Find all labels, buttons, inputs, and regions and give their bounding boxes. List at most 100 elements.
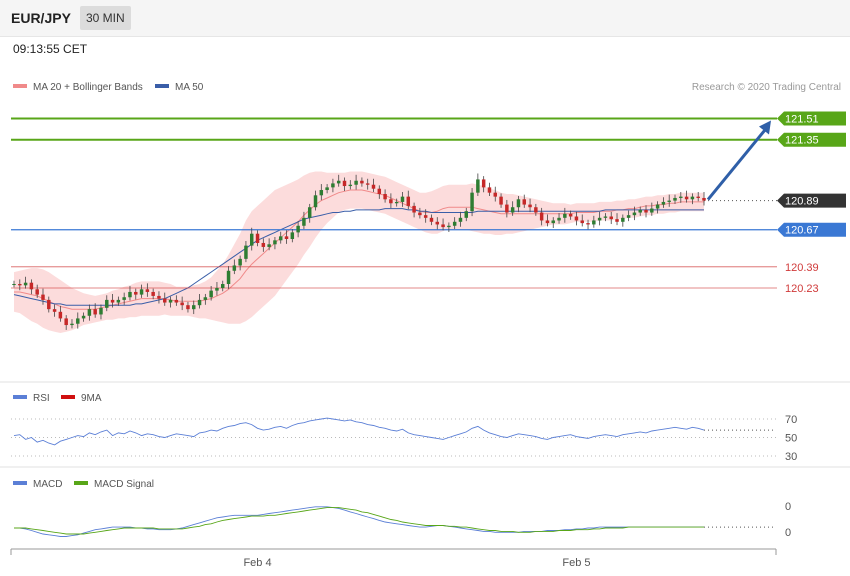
x-tick-label: Feb 4 (243, 557, 271, 569)
candle-body (365, 183, 370, 185)
candle-body (168, 299, 173, 303)
candle-body (684, 196, 689, 200)
candle-body (331, 183, 335, 188)
macd-signal-line (14, 507, 704, 535)
candle-body (215, 287, 219, 291)
candle-body (128, 291, 132, 298)
candle-body (470, 192, 474, 212)
candle-body (41, 294, 45, 300)
candle-body (580, 220, 584, 224)
candle-body (383, 193, 387, 200)
candle-body (139, 289, 144, 295)
candle-body (400, 196, 405, 202)
candle-body (23, 282, 28, 286)
resistance-tag (777, 132, 846, 147)
macd-tick-label: 0 (785, 501, 791, 513)
candle-body (534, 207, 538, 213)
candle-body (679, 196, 683, 198)
candle-body (348, 184, 353, 187)
rsi-legend-label: RSI (33, 393, 50, 404)
candle-body (163, 298, 167, 303)
candle-body (545, 220, 550, 224)
candle-body (638, 209, 642, 213)
candle-body (134, 291, 138, 295)
candle-body (441, 224, 445, 228)
price-levels: 121.51 121.35 120.89 120.67 120.39 120.23 (11, 111, 846, 295)
chart-header: EUR/JPY 30 MIN (0, 0, 850, 37)
candle-body (493, 192, 497, 197)
candle-body (505, 204, 509, 213)
macd-signal-legend-label: MACD Signal (94, 479, 154, 490)
macd-panel: 00 (14, 501, 791, 539)
candle-body (70, 323, 74, 326)
timeframe-button[interactable]: 30 MIN (80, 6, 131, 30)
candle-body (87, 309, 92, 316)
candle-body (667, 200, 671, 202)
timestamp: 09:13:55 CET (13, 42, 88, 56)
rsi-tick-label: 70 (785, 414, 797, 426)
candle-body (342, 180, 347, 187)
candle-body (180, 302, 184, 306)
candle-body (452, 221, 457, 226)
candle-body (249, 233, 254, 246)
candle-body (47, 299, 51, 310)
candle-body (539, 212, 544, 221)
bollinger-band-area (14, 171, 704, 333)
candle-body (702, 197, 706, 201)
candle-body (197, 299, 202, 306)
candle-body (232, 265, 237, 271)
candle-body (307, 207, 312, 218)
candle-body (516, 199, 521, 208)
candle-body (487, 187, 492, 193)
candle-body (528, 204, 532, 208)
candle-body (673, 197, 677, 201)
candle-body (313, 195, 318, 208)
candle-body (186, 305, 190, 310)
target-arrow-head (759, 120, 771, 135)
candle-body (394, 201, 399, 204)
candle-body (418, 212, 422, 216)
candle-body (481, 179, 486, 188)
support-value: 120.39 (785, 262, 819, 274)
candle-body (58, 311, 63, 319)
candle-body (302, 217, 306, 226)
candle-body (319, 190, 324, 196)
candle-body (238, 258, 242, 266)
target-arrow-shaft (706, 126, 769, 201)
rsi-line (13, 417, 705, 446)
candle-body (661, 201, 666, 205)
candle-body (116, 299, 121, 303)
candle-body (510, 207, 515, 213)
candle-body (93, 309, 97, 315)
current-price-value: 120.89 (785, 196, 819, 208)
candle-body (354, 180, 358, 185)
candle-body (18, 284, 22, 286)
candle-body (174, 299, 179, 303)
candle-body (64, 318, 68, 326)
candle-body (435, 221, 440, 225)
pivot-tag (777, 222, 846, 237)
ma20-legend-swatch (13, 84, 27, 88)
candle-body (12, 284, 16, 286)
rsi-tick-label: 50 (785, 433, 797, 445)
candle-body (29, 282, 34, 290)
candle-body (429, 217, 434, 222)
copyright-credit: Research © 2020 Trading Central (692, 82, 841, 93)
resistance-value: 121.35 (785, 135, 819, 147)
bollinger-bands (14, 171, 704, 333)
candle-body (278, 236, 283, 241)
candle-body (110, 299, 115, 303)
candle-body (273, 240, 277, 245)
candle-body (151, 291, 155, 296)
macd-legend-label: MACD (33, 479, 62, 490)
ma50-line (13, 208, 704, 306)
candle-body (81, 315, 86, 319)
ma20-line (14, 189, 704, 310)
candle-body (52, 309, 57, 312)
candle-body (632, 212, 637, 216)
candle-body (464, 211, 469, 218)
rsi-tick-label: 30 (785, 451, 797, 463)
candle-body (696, 196, 700, 198)
candle-body (574, 216, 579, 221)
